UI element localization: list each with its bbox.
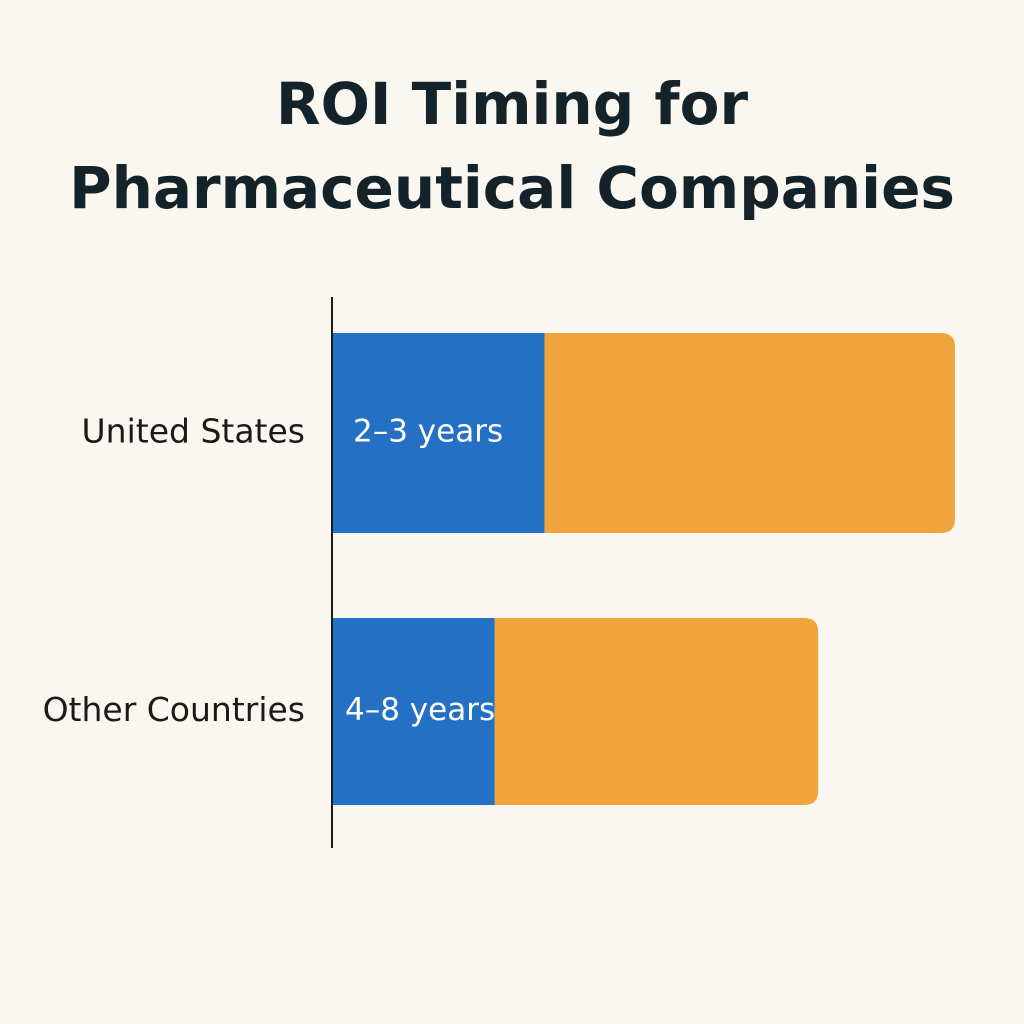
segment-label: 2–3 years bbox=[353, 414, 503, 450]
chart-title: ROI Timing for Pharmaceutical Companies bbox=[69, 70, 955, 222]
category-label: United States bbox=[82, 412, 305, 451]
category-label: Other Countries bbox=[43, 690, 305, 729]
bar-segment bbox=[333, 618, 495, 805]
bar-segment bbox=[494, 618, 819, 805]
bar-segment bbox=[333, 333, 545, 533]
bar-segment bbox=[544, 333, 955, 533]
segment-label: 4–8 years bbox=[345, 692, 495, 728]
